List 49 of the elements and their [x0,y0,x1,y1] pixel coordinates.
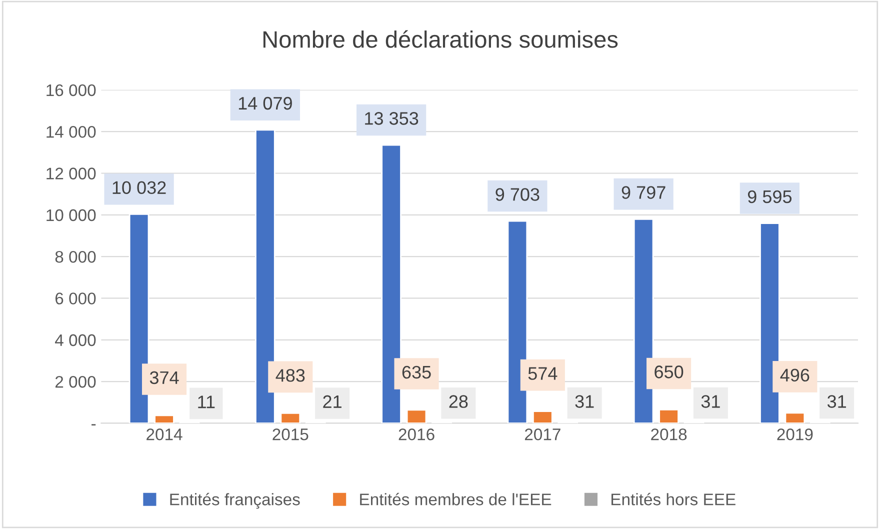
y-tick-label: 16 000 [46,84,96,96]
bar [760,222,780,424]
data-label: 9 703 [496,188,540,201]
data-label: 374 [150,371,179,384]
bar [154,414,174,424]
bar [658,408,679,424]
data-label: 483 [276,369,305,382]
bar [255,129,276,424]
data-label: 9 595 [748,190,792,204]
data-label: 635 [402,366,431,379]
bar [128,214,150,424]
data-label: 14 079 [238,96,292,110]
bar [280,412,301,424]
x-tick-label: 2017 [524,428,560,440]
data-label: 31 [827,395,846,408]
bar [784,412,806,424]
legend-label: Entités françaises [170,492,300,509]
data-label: 28 [449,395,468,408]
data-label: 21 [323,395,342,408]
data-label: 650 [654,366,684,378]
y-tick-label: 8 000 [55,250,96,263]
y-tick-label: - [92,424,96,426]
data-label: 11 [198,396,215,408]
x-tick-label: 2018 [651,428,687,440]
x-tick-label: 2015 [272,428,308,440]
y-tick-label: 10 000 [46,209,96,222]
bar [633,218,654,424]
data-label: 496 [780,368,810,382]
legend-label: Entités hors EEE [612,492,736,506]
data-label: 9 797 [622,186,666,199]
y-tick-label: 4 000 [55,334,96,346]
data-label: 31 [701,395,720,408]
bar [532,410,553,424]
bar [507,220,528,424]
y-tick-label: 6 000 [55,292,96,304]
x-tick-label: 2019 [777,428,813,440]
chart-title: Nombre de déclarations soumises [263,30,618,48]
data-label: 13 353 [365,112,418,125]
bar [406,409,427,424]
bar [381,144,402,424]
x-tick-label: 2016 [398,428,434,440]
data-label: 10 032 [112,181,166,194]
y-tick-label: 2 000 [55,376,96,388]
data-label: 31 [575,395,594,408]
data-label: 574 [528,367,558,380]
legend-label: Entités membres de l'EEE [360,492,552,506]
x-tick-label: 2014 [146,428,182,440]
y-tick-label: 14 000 [46,126,96,138]
y-tick-label: 12 000 [46,168,96,180]
